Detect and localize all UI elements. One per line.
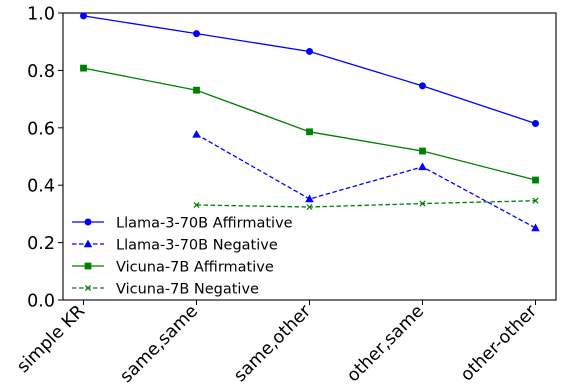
- data-point: [532, 119, 540, 127]
- data-point: [532, 197, 539, 204]
- legend-marker: [84, 262, 92, 270]
- data-point: [306, 203, 313, 211]
- data-point: [192, 30, 200, 38]
- legend-item: Llama-3-70B Affirmative: [72, 216, 293, 232]
- x-marker-stroke: [306, 203, 313, 211]
- x-tick-label: other-other: [457, 301, 542, 386]
- x-tick-label: simple KR: [13, 301, 89, 377]
- legend-item: Vicuna-7B Negative: [72, 282, 259, 298]
- x-tick-label: same,same: [117, 301, 202, 386]
- x-marker-stroke: [193, 201, 200, 209]
- series-1: [192, 129, 540, 232]
- y-tick-label: 0.2: [27, 234, 55, 254]
- series-line: [196, 200, 536, 208]
- legend-marker: [83, 239, 93, 248]
- y-tick-label: 1.0: [27, 5, 55, 25]
- legend-marker: [84, 218, 92, 226]
- y-tick-label: 0.6: [27, 119, 55, 139]
- legend-label: Llama-3-70B Negative: [116, 238, 278, 254]
- y-tick-label: 0.0: [27, 292, 55, 312]
- legend-marker: [84, 284, 92, 292]
- data-point: [419, 200, 426, 207]
- x-marker-stroke: [532, 197, 539, 204]
- y-tick-label: 0.8: [27, 62, 55, 82]
- legend-item: Vicuna-7B Affirmative: [72, 260, 274, 276]
- data-point: [192, 129, 201, 138]
- x-tick-label: other,same: [343, 301, 428, 386]
- data-point: [193, 86, 200, 94]
- data-point: [80, 12, 88, 20]
- legend: Llama-3-70B Affirmative Llama-3-70B Negat…: [72, 216, 293, 298]
- legend-item: Llama-3-70B Negative: [72, 238, 278, 254]
- data-point: [306, 128, 313, 136]
- series-2: [80, 64, 539, 184]
- data-point: [418, 82, 426, 90]
- data-point: [419, 147, 426, 155]
- x-marker-stroke: [84, 284, 92, 292]
- series-layer: [80, 12, 540, 232]
- series-3: [193, 197, 539, 211]
- data-point: [532, 176, 539, 184]
- data-point: [418, 162, 427, 171]
- legend-label: Vicuna-7B Affirmative: [116, 260, 274, 276]
- series-0: [80, 12, 540, 127]
- data-point: [305, 47, 313, 55]
- legend-label: Llama-3-70B Affirmative: [116, 216, 293, 232]
- data-point: [531, 223, 540, 232]
- data-point: [80, 64, 87, 72]
- legend-label: Vicuna-7B Negative: [116, 282, 259, 298]
- plot-area: [62, 12, 557, 301]
- data-point: [193, 201, 200, 209]
- data-point: [305, 194, 314, 203]
- y-tick-label: 0.4: [27, 177, 55, 197]
- x-marker-stroke: [419, 200, 426, 207]
- series-line: [196, 133, 536, 229]
- plot-frame: [62, 12, 557, 301]
- x-tick-label: same,other: [230, 301, 315, 386]
